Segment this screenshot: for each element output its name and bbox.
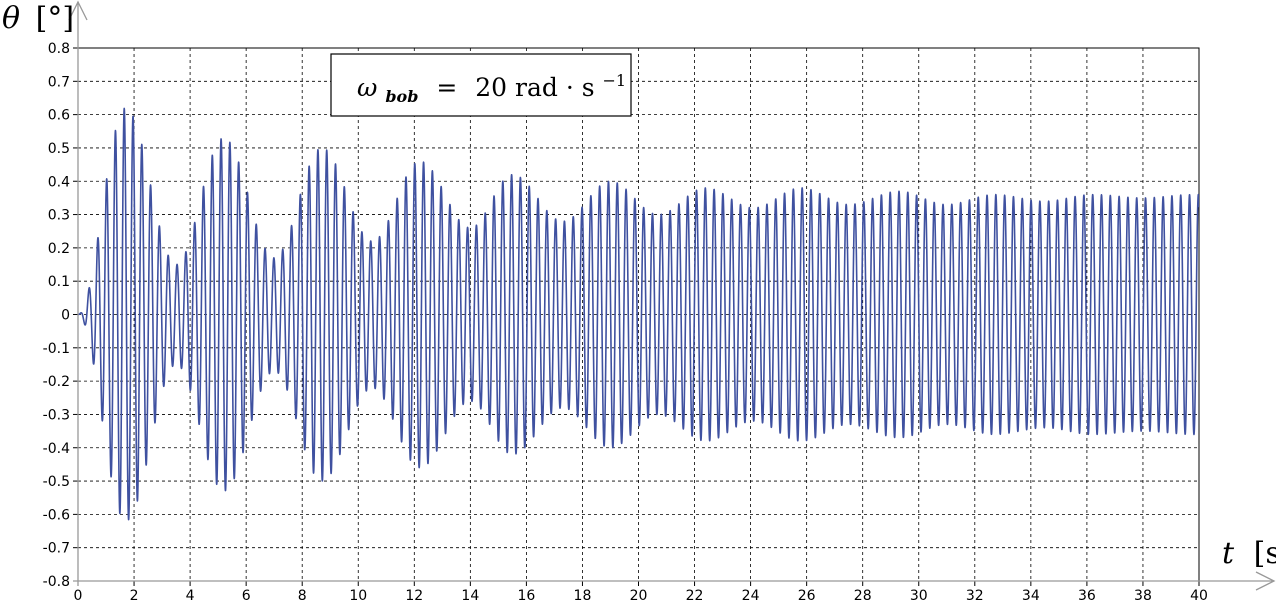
- x-tick-label: 2: [130, 588, 139, 603]
- x-tick-label: 32: [966, 588, 984, 603]
- x-tick-label: 20: [630, 588, 648, 603]
- x-axis-unit: [s]: [1254, 536, 1276, 571]
- y-tick-label: -0.8: [43, 574, 70, 590]
- x-axis-title: t [s]: [1222, 536, 1276, 571]
- series-line: [78, 107, 1199, 521]
- x-tick-label: 34: [1022, 588, 1040, 603]
- y-axis-arrowhead: [68, 0, 88, 21]
- x-tick-label: 36: [1078, 588, 1096, 603]
- annotation-value: 20 rad · s: [475, 73, 594, 102]
- y-tick-label: 0.2: [48, 241, 70, 257]
- grid-lines: [78, 48, 1199, 581]
- annotation-symbol: ω: [357, 73, 377, 102]
- annotation-superscript: −1: [603, 71, 627, 90]
- y-tick-label: -0.6: [43, 507, 70, 523]
- x-tick-label: 40: [1190, 588, 1208, 603]
- x-tick-label: 8: [298, 588, 307, 603]
- y-tick-label: 0.7: [48, 74, 70, 90]
- y-tick-label: 0.6: [48, 108, 70, 124]
- y-tick-label: -0.1: [43, 341, 70, 357]
- y-tick-label: -0.2: [43, 374, 70, 390]
- y-tick-label: -0.3: [43, 407, 70, 423]
- x-tick-label: 14: [461, 588, 479, 603]
- y-tick-label: 0.8: [48, 41, 70, 57]
- x-axis-arrowhead: [1255, 571, 1276, 591]
- y-tick-label: -0.7: [43, 541, 70, 557]
- y-tick-label: 0.4: [48, 174, 70, 190]
- y-tick-label: 0: [61, 308, 70, 324]
- x-tick-label: 24: [742, 588, 760, 603]
- x-tick-label: 6: [242, 588, 251, 603]
- y-tick-label: -0.4: [43, 441, 70, 457]
- annotation-subscript: bob: [385, 87, 418, 106]
- x-tick-label: 26: [798, 588, 816, 603]
- x-axis-symbol: t: [1222, 536, 1235, 571]
- y-axis-title: θ [°]: [2, 1, 74, 36]
- x-tick-label: 16: [517, 588, 535, 603]
- axes: [68, 0, 1276, 591]
- x-tick-label: 38: [1134, 588, 1152, 603]
- y-tick-label: 0.1: [48, 274, 70, 290]
- x-tick-label: 28: [854, 588, 872, 603]
- y-axis-symbol: θ: [2, 1, 20, 36]
- x-tick-label: 10: [349, 588, 367, 603]
- x-tick-label: 30: [910, 588, 928, 603]
- annotation-box: ω bob = 20 rad · s −1: [330, 53, 632, 117]
- tick-labels: 0.8 0.7 0.6 0.5 0.4 0.3 0.2 0.1 0 -0.1 -0.2 -0.3 -0.…: [43, 41, 1208, 603]
- y-tick-label: -0.5: [43, 474, 70, 490]
- annotation-equals: =: [436, 73, 457, 102]
- x-tick-label: 18: [574, 588, 592, 603]
- y-tick-label: 0.3: [48, 208, 70, 224]
- x-tick-label: 4: [186, 588, 195, 603]
- x-tick-label: 0: [74, 588, 83, 603]
- x-tick-label: 22: [686, 588, 704, 603]
- annotation-text: ω bob = 20 rad · s −1: [357, 71, 626, 108]
- x-tick-label: 12: [405, 588, 423, 603]
- y-axis-unit: [°]: [36, 1, 74, 36]
- y-tick-label: 0.5: [48, 141, 70, 157]
